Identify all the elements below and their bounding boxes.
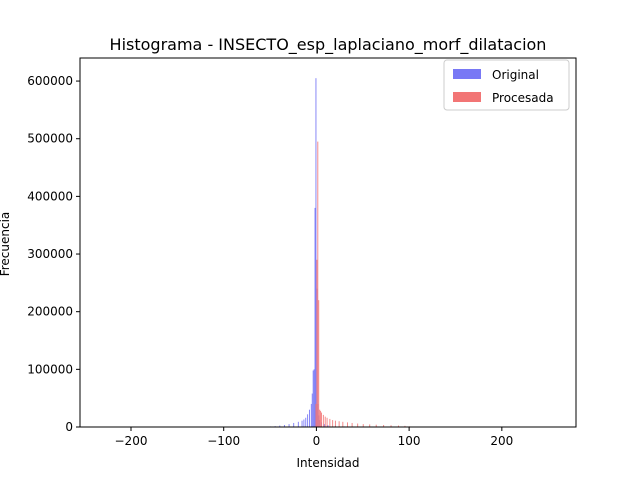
- histogram-bar: [324, 416, 326, 427]
- histogram-bar: [314, 207, 316, 427]
- x-tick-label: 200: [490, 434, 513, 448]
- legend-label-procesada: Procesada: [492, 91, 554, 105]
- histogram-bar: [301, 420, 303, 427]
- histogram-bar: [351, 422, 353, 427]
- x-ticks: −200 −100 0 100 200: [115, 427, 513, 448]
- histogram-bar: [310, 403, 312, 427]
- histogram-bar: [404, 425, 406, 427]
- histogram-bar: [327, 425, 329, 427]
- legend-swatch-original: [453, 69, 481, 79]
- histogram-bar: [297, 421, 299, 427]
- histogram-bars: [270, 78, 414, 427]
- histogram-bar: [332, 420, 334, 427]
- y-tick-label: 0: [65, 420, 73, 434]
- y-tick-label: 600000: [27, 74, 73, 88]
- histogram-bar: [318, 300, 320, 427]
- histogram-bar: [342, 421, 344, 427]
- histogram-bar: [320, 410, 322, 427]
- axes-frame: [79, 57, 577, 428]
- histogram-bar: [315, 78, 317, 427]
- x-tick-label: 0: [313, 434, 321, 448]
- histogram-bar: [397, 425, 399, 427]
- histogram-bar: [334, 420, 336, 427]
- histogram-bar: [329, 418, 331, 427]
- histogram-bar: [319, 409, 321, 427]
- histogram-bar: [362, 424, 364, 427]
- histogram-bar: [369, 424, 371, 427]
- histogram-bar: [312, 370, 314, 427]
- series-procesada: [315, 141, 414, 427]
- histogram-bar: [323, 424, 325, 427]
- histogram-bar: [303, 419, 305, 427]
- histogram-bar: [315, 403, 317, 427]
- histogram-bar: [322, 414, 324, 427]
- y-axis-label: Frecuencia: [0, 212, 12, 277]
- legend-swatch-procesada: [453, 92, 481, 102]
- histogram-bar: [288, 424, 290, 427]
- y-tick-label: 100000: [27, 362, 73, 376]
- y-ticks: 0 100000 200000 300000 400000 500000 600000: [27, 74, 80, 434]
- histogram-bar: [305, 417, 307, 427]
- histogram-bar: [326, 417, 328, 427]
- y-tick-label: 500000: [27, 132, 73, 146]
- histogram-bar: [357, 423, 359, 427]
- legend: Original Procesada: [443, 59, 570, 111]
- histogram-bar: [307, 414, 309, 427]
- histogram-bar: [311, 393, 313, 427]
- y-tick-label: 200000: [27, 305, 73, 319]
- legend-label-original: Original: [492, 68, 539, 82]
- chart-title: Histograma - INSECTO_esp_laplaciano_morf…: [110, 35, 547, 55]
- histogram-bar: [375, 424, 377, 427]
- axes: [79, 57, 577, 428]
- x-tick-label: −100: [207, 434, 240, 448]
- histogram-bar: [317, 141, 319, 427]
- histogram-bar: [283, 424, 285, 427]
- histogram-bar: [308, 409, 310, 427]
- y-tick-label: 300000: [27, 247, 73, 261]
- histogram-bar: [316, 259, 318, 427]
- histogram-bar: [338, 421, 340, 427]
- x-tick-label: 100: [398, 434, 421, 448]
- histogram-bar: [293, 422, 295, 427]
- histogram-bar: [390, 425, 392, 427]
- histogram-bar: [347, 422, 348, 427]
- histogram-bar: [313, 369, 315, 427]
- histogram-bar: [279, 425, 281, 427]
- x-tick-label: −200: [115, 434, 148, 448]
- histogram-bar: [383, 424, 385, 427]
- x-axis-label: Intensidad: [296, 456, 359, 470]
- y-tick-label: 400000: [27, 189, 73, 203]
- histogram-bar: [321, 412, 322, 427]
